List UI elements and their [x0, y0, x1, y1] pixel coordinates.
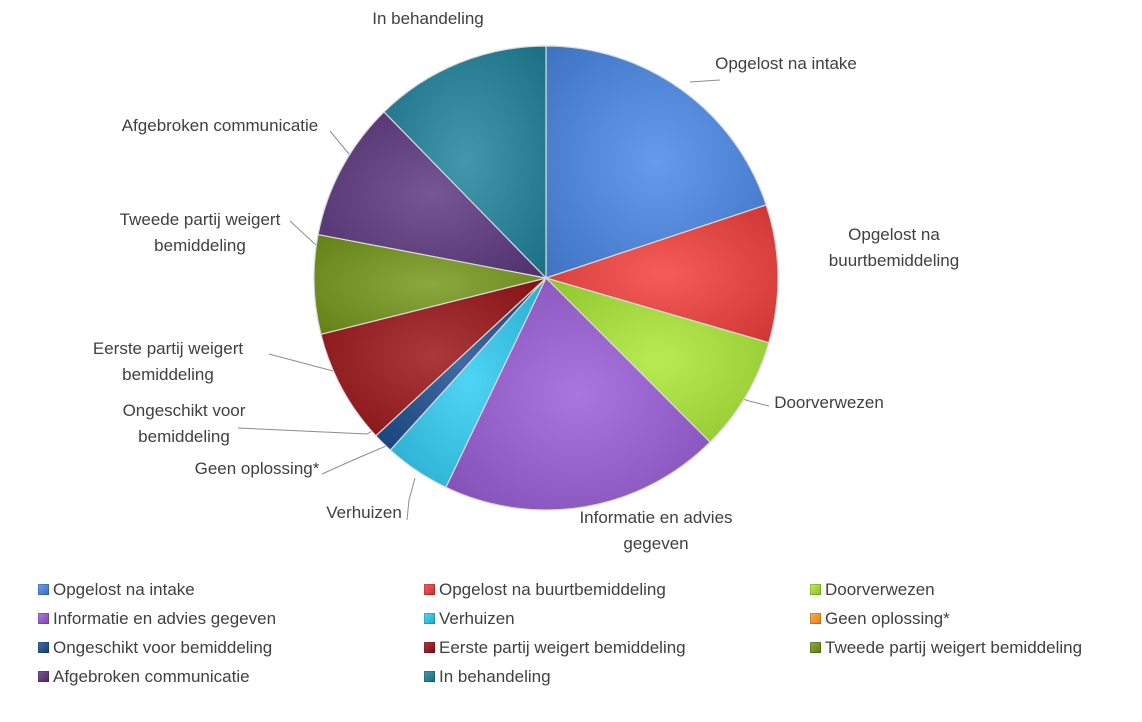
slice-label-line: Afgebroken communicatie [122, 116, 319, 135]
slice-label-line: Opgelost na [848, 225, 940, 244]
legend-swatch [810, 642, 821, 653]
pie-slices [313, 45, 779, 511]
legend-item-6: Geen oplossing* [810, 604, 1128, 633]
legend-swatch [810, 613, 821, 624]
legend-swatch [38, 584, 49, 595]
legend-label: Doorverwezen [825, 580, 935, 599]
legend-label: Opgelost na buurtbemiddeling [439, 580, 666, 599]
pie-slice-1 [545, 45, 767, 279]
legend-label: Opgelost na intake [53, 580, 195, 599]
legend-item-11: In behandeling [424, 662, 810, 691]
legend-item-5: Verhuizen [424, 604, 810, 633]
legend-label: Verhuizen [439, 609, 515, 628]
legend-label: Afgebroken communicatie [53, 667, 250, 686]
slice-label-line: Opgelost na intake [715, 54, 857, 73]
leader-line-9 [289, 220, 317, 246]
legend-item-8: Eerste partij weigert bemiddeling [424, 633, 810, 662]
legend-swatch [38, 671, 49, 682]
slice-label-line: Tweede partij weigert [120, 210, 281, 229]
legend-item-4: Informatie en advies gegeven [38, 604, 424, 633]
slice-label-line: Doorverwezen [774, 393, 884, 412]
slice-label-line: bemiddeling [154, 236, 246, 255]
pie-slice-4 [445, 276, 711, 511]
slice-label-line: Ongeschikt voor [123, 401, 246, 420]
leader-line-1 [689, 79, 721, 83]
legend-swatch [810, 584, 821, 595]
legend-item-2: Opgelost na buurtbemiddeling [424, 575, 810, 604]
slice-label-2: Opgelost na buurtbemiddeling [829, 225, 959, 270]
pie-slice-3 [545, 277, 770, 443]
legend-label: Geen oplossing* [825, 609, 950, 628]
pie-slice-11 [383, 45, 547, 280]
pie-slice-2 [543, 204, 779, 344]
slice-labels: Opgelost na intake Opgelost na buurtbemidd… [93, 9, 959, 553]
leader-line-5 [406, 477, 416, 521]
slice-label-1: Opgelost na intake [715, 54, 857, 73]
slice-label-3: Doorverwezen [774, 393, 884, 412]
slice-label-line: Verhuizen [326, 503, 402, 522]
slice-label-line: Geen oplossing* [195, 459, 320, 478]
slice-label-6: Geen oplossing* [195, 459, 320, 478]
legend-item-1: Opgelost na intake [38, 575, 424, 604]
leader-line-8 [268, 353, 334, 372]
pie-slice-8 [320, 277, 547, 437]
slice-label-4: Informatie en advies gegeven [579, 508, 732, 553]
slice-label-5: Verhuizen [326, 503, 402, 522]
slice-label-line: Informatie en advies [579, 508, 732, 527]
slice-label-line: gegeven [623, 534, 688, 553]
legend-item-3: Doorverwezen [810, 575, 1128, 604]
legend-label: Ongeschikt voor bemiddeling [53, 638, 273, 657]
legend-swatch [424, 642, 435, 653]
slice-label-line: Eerste partij weigert [93, 339, 244, 358]
chart-legend: Opgelost na intake Opgelost na buurtbemid… [38, 575, 1128, 691]
slice-label-10: Afgebroken communicatie [122, 116, 319, 135]
legend-item-10: Afgebroken communicatie [38, 662, 424, 691]
legend-swatch [424, 671, 435, 682]
slice-label-7: Ongeschikt voor bemiddeling [123, 401, 246, 446]
legend-swatch [38, 642, 49, 653]
slice-label-line: bemiddeling [122, 365, 214, 384]
slice-label-line: buurtbemiddeling [829, 251, 959, 270]
legend-swatch [424, 613, 435, 624]
legend-item-7: Ongeschikt voor bemiddeling [38, 633, 424, 662]
legend-item-9: Tweede partij weigert bemiddeling [810, 633, 1128, 662]
legend-swatch [38, 613, 49, 624]
slice-leader-lines [237, 79, 770, 521]
slice-label-line: bemiddeling [138, 427, 230, 446]
pie-slice-10 [317, 111, 548, 279]
legend-label: Tweede partij weigert bemiddeling [825, 638, 1083, 657]
slice-label-8: Eerste partij weigert bemiddeling [93, 339, 244, 384]
slice-label-line: In behandeling [372, 9, 484, 28]
legend-label: In behandeling [439, 667, 551, 686]
legend-label: Eerste partij weigert bemiddeling [439, 638, 686, 657]
legend-swatch [424, 584, 435, 595]
slice-label-9: Tweede partij weigert bemiddeling [120, 210, 281, 255]
leader-line-6 [321, 445, 387, 475]
legend-label: Informatie en advies gegeven [53, 609, 277, 628]
leader-line-10 [329, 130, 350, 155]
slice-label-11: In behandeling [372, 9, 484, 28]
leader-line-7 [237, 427, 375, 435]
